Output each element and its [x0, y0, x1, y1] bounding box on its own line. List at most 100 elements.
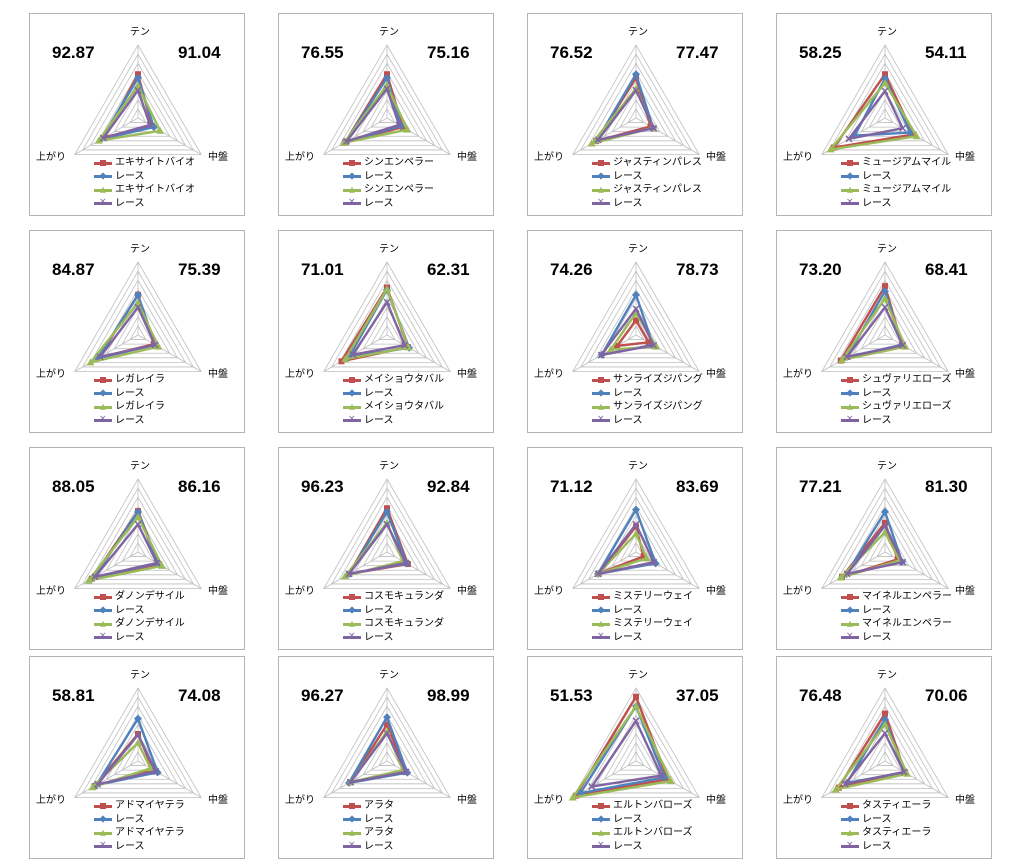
radar-point [588, 783, 596, 791]
legend-swatch [841, 605, 859, 615]
radar-point [134, 86, 142, 94]
legend-swatch [592, 158, 610, 168]
radar-point-b [632, 86, 640, 94]
radar-spoke [572, 117, 637, 155]
legend-swatch-marker: × [846, 840, 854, 851]
radar-point [881, 294, 889, 302]
radar-point [606, 345, 615, 353]
radar-series-line [847, 89, 904, 141]
chart-legend: マイネルエンペラー レース マイネルエンペラー × レース [841, 590, 952, 644]
legend-label: ジャスティンパレス [613, 157, 702, 168]
legend-swatch [841, 619, 859, 629]
legend-label: レース [613, 170, 643, 182]
legend-item: エルトンバローズ [592, 799, 693, 813]
radar-gridline [876, 751, 894, 766]
radar-point [881, 78, 889, 86]
radar-point [845, 135, 853, 143]
radar-point [158, 561, 167, 569]
legend-swatch [592, 605, 610, 615]
score-left: 92.87 [52, 43, 95, 62]
legend-swatch-marker [597, 389, 605, 397]
legend-label: レース [115, 840, 145, 852]
radar-point [881, 528, 889, 536]
legend-label: ダノンデサイル [115, 618, 185, 629]
legend-swatch [343, 375, 361, 385]
radar-chart-panel: テン 中盤 上がり 58.25 54.11 ミュージアムマイル レース ミュージアムマイル × レ… [776, 13, 992, 216]
radar-point [652, 342, 661, 350]
legend-swatch-marker [597, 606, 605, 614]
radar-point [395, 121, 403, 129]
legend-item: アラタ [343, 799, 394, 813]
radar-plot [568, 687, 700, 801]
score-right: 62.31 [427, 260, 470, 279]
radar-point [906, 128, 915, 137]
radar-gridline [330, 53, 444, 151]
legend-item: × レース [592, 414, 703, 428]
legend-item: レース [94, 813, 185, 827]
legend-item: ジャスティンパレス [592, 156, 702, 170]
legend-swatch-marker [847, 593, 853, 600]
legend-label: レース [613, 813, 643, 825]
legend-item: レース [94, 387, 165, 401]
legend-swatch [841, 158, 859, 168]
radar-point-b [597, 351, 605, 359]
radar-point [404, 343, 413, 351]
radar-gridline [587, 279, 685, 363]
legend-swatch-marker [846, 815, 854, 823]
legend-swatch-marker [99, 389, 107, 397]
radar-plot [821, 261, 949, 372]
radar-point [402, 768, 410, 776]
radar-gridline [572, 261, 700, 372]
radar-point [383, 520, 391, 528]
radar-gridline [97, 71, 179, 142]
legend-label: エキサイトバイオ [115, 184, 195, 195]
radar-gridline [828, 487, 942, 585]
radar-point [881, 87, 889, 95]
radar-point-b [134, 86, 142, 94]
legend-swatch-marker [99, 172, 107, 180]
legend-item: × レース [343, 840, 394, 854]
legend-label: レース [613, 840, 643, 852]
radar-chart-panel: テン 中盤 上がり 76.52 77.47 ジャスティンパレス レース ジャスティンパレス × レ… [527, 13, 743, 216]
legend-swatch [592, 814, 610, 824]
radar-point-b [349, 351, 357, 359]
radar-point [383, 298, 391, 306]
radar-plot [323, 44, 451, 155]
axis-label-ten: テン [379, 27, 399, 38]
radar-point [383, 507, 391, 516]
legend-swatch [841, 171, 859, 181]
radar-point [341, 572, 350, 580]
chart-legend: エキサイトバイオ レース エキサイトバイオ × レース [94, 156, 195, 210]
legend-swatch [343, 828, 361, 838]
axis-label-agari: 上がり [534, 586, 564, 597]
radar-point-b [345, 570, 353, 578]
radar-spoke [386, 334, 451, 372]
legend-swatch [592, 402, 610, 412]
radar-point-b [383, 85, 391, 93]
radar-chart-panel: テン 中盤 上がり 76.55 75.16 シンエンペラー レース シンエンペラー × レース [278, 13, 494, 216]
legend-item: メイショウタバル [343, 400, 444, 414]
score-right: 37.05 [676, 686, 719, 705]
radar-point [899, 558, 907, 566]
legend-swatch: × [841, 198, 859, 208]
radar-gridline [121, 532, 155, 562]
radar-series-line [840, 297, 907, 362]
legend-swatch-marker [846, 172, 854, 180]
radar-point-b [881, 522, 889, 530]
axis-label-chuban: 中盤 [457, 369, 477, 380]
legend-swatch [94, 388, 112, 398]
legend-item: × レース [94, 414, 165, 428]
radar-series-line [342, 83, 409, 145]
radar-point [830, 144, 837, 151]
radar-point [94, 780, 102, 788]
legend-item: レガレイラ [94, 400, 165, 414]
radar-gridline [378, 325, 396, 340]
chart-legend: コスモキュランダ レース コスモキュランダ × レース [343, 590, 444, 644]
radar-point [383, 727, 391, 735]
legend-item: エキサイトバイオ [94, 183, 195, 197]
score-right: 77.47 [676, 43, 719, 62]
radar-point-b [383, 298, 391, 306]
radar-gridline [81, 270, 195, 368]
chart-legend: ダノンデサイル レース ダノンデサイル × レース [94, 590, 185, 644]
radar-gridline [595, 505, 677, 576]
